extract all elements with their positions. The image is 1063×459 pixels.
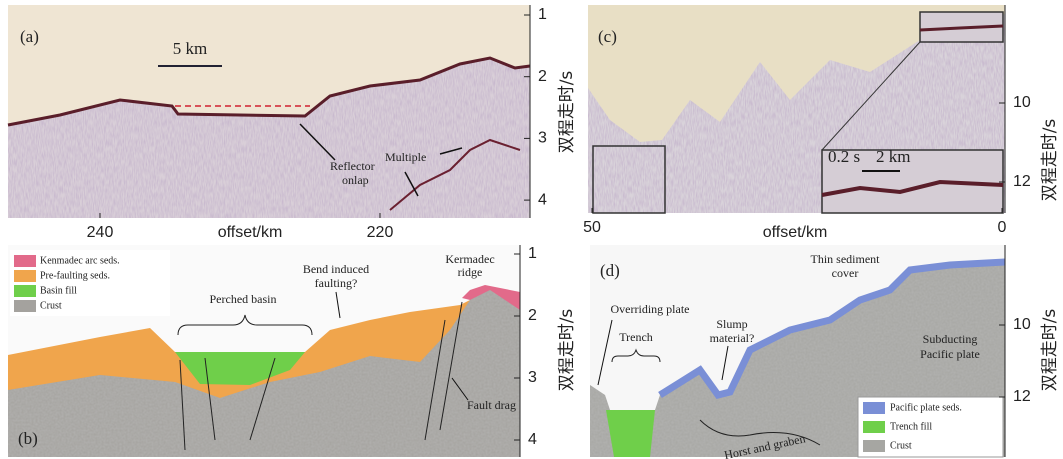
y-tick-label: 1 [528, 245, 537, 262]
y-tick-label: 3 [528, 369, 537, 386]
annotation: Kermadec [445, 252, 494, 266]
scale-label: 5 km [173, 39, 207, 58]
y-tick-label: 10 [1013, 316, 1031, 333]
x-tick-label: 220 [367, 224, 394, 241]
x-axis-label: offset/km [218, 224, 283, 241]
annotation: Multiple [385, 150, 426, 164]
legend-entry: Basin fill [40, 285, 77, 296]
annotation: material? [710, 331, 755, 345]
panel-b: Perched basin Bend induced faulting? Ker… [8, 245, 520, 457]
annotation: Reflector [330, 159, 375, 173]
x-tick-label: 50 [583, 219, 601, 236]
annotation: onlap [342, 173, 369, 187]
trench-fill [606, 410, 655, 457]
legend: Pacific plate seds. Trench fill Crust [858, 397, 1003, 457]
legend-swatch [14, 255, 36, 267]
y-tick-label: 2 [538, 68, 547, 85]
legend-swatch [863, 440, 885, 452]
legend-swatch [14, 300, 36, 312]
figure: 5 km (a) Reflector onlap Multiple 0.2 s … [0, 0, 1063, 459]
y-axis-label: 双程走时/s [557, 309, 577, 392]
legend-entry: Pacific plate seds. [890, 402, 962, 413]
y-tick-label: 12 [1013, 388, 1031, 405]
annotation: Overriding plate [611, 302, 690, 316]
legend-entry: Crust [890, 440, 912, 451]
legend-swatch [14, 270, 36, 282]
scale-label: 2 km [876, 147, 910, 166]
legend-swatch [863, 421, 885, 433]
legend-entry: Trench fill [890, 421, 932, 432]
y-tick-label: 1 [538, 6, 547, 23]
y-axis-label: 双程走时/s [557, 71, 577, 154]
panel-label: (a) [20, 27, 39, 46]
annotation: Trench [619, 330, 653, 344]
scale-label: 0.2 s [828, 147, 860, 166]
panel-label: (c) [598, 27, 617, 46]
panel-c: 0.2 s 2 km (c) [588, 5, 1005, 213]
annotation: Perched basin [210, 292, 277, 306]
panel-a: 5 km (a) Reflector onlap Multiple [8, 5, 530, 218]
annotation: faulting? [315, 276, 358, 290]
annotation: Pacific plate [920, 347, 980, 361]
x-axis-label: offset/km [763, 224, 828, 241]
annotation: Slump [716, 317, 747, 331]
legend-swatch [14, 285, 36, 297]
x-tick-label: 240 [87, 224, 114, 241]
annotation: Bend induced [303, 262, 369, 276]
y-tick-label: 10 [1013, 94, 1031, 111]
legend-entry: Pre-faulting seds. [40, 270, 110, 281]
annotation: Subducting [923, 332, 978, 346]
legend: Kenmadec arc seds. Pre-faulting seds. Ba… [10, 250, 170, 316]
legend-swatch [863, 402, 885, 414]
annotation: Fault drag [467, 398, 516, 412]
y-axis-label: 双程走时/s [1040, 119, 1060, 202]
y-axis-label: 双程走时/s [1040, 309, 1060, 392]
annotation: ridge [458, 265, 483, 279]
annotation: Thin sediment [811, 252, 881, 266]
y-tick-label: 4 [528, 431, 537, 448]
panel-d: (d) Overriding plate Trench Slump materi… [590, 245, 1005, 459]
annotation: cover [832, 266, 859, 280]
panel-label: (b) [18, 429, 38, 448]
y-tick-label: 3 [538, 130, 547, 147]
legend-entry: Crust [40, 300, 62, 311]
y-tick-label: 12 [1013, 173, 1031, 190]
y-tick-label: 2 [528, 307, 537, 324]
panel-label: (d) [600, 261, 620, 280]
legend-entry: Kenmadec arc seds. [40, 255, 120, 266]
x-tick-label: 0 [998, 219, 1007, 236]
y-tick-label: 4 [538, 191, 547, 208]
